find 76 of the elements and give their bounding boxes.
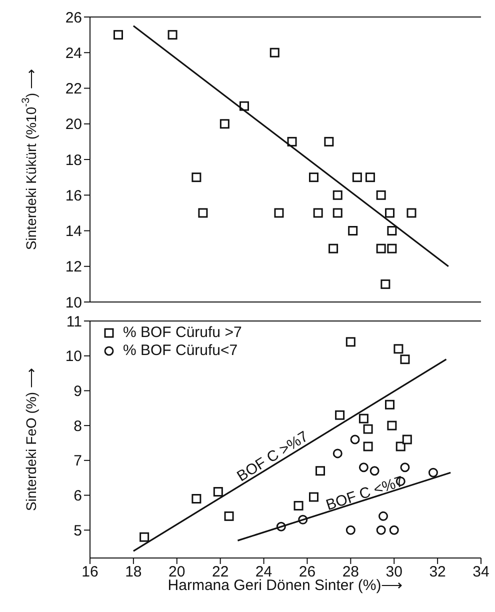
point [350, 434, 360, 444]
x-tick-label: 18 [125, 564, 142, 581]
legend-label: % BOF Cürufu >7 [123, 324, 242, 341]
y-tick-label: 24 [65, 44, 82, 62]
y-tick-label: 11 [66, 313, 82, 330]
y-tick-label: 22 [65, 80, 82, 98]
y-tick-label: 9 [74, 383, 82, 400]
point [308, 172, 318, 182]
y-axis-title: Sinterdeki FeO (%) ⟶ [22, 368, 39, 511]
point [324, 136, 334, 146]
point [224, 511, 234, 521]
y-tick-label: 5 [74, 522, 82, 540]
point [385, 400, 395, 410]
point [352, 172, 362, 182]
point [313, 208, 323, 218]
point [316, 466, 326, 476]
point [363, 442, 373, 452]
point [332, 208, 342, 218]
point [358, 414, 368, 424]
point [140, 532, 150, 542]
point [348, 226, 358, 236]
y-tick-label: 12 [65, 258, 82, 276]
point [406, 208, 416, 218]
point [213, 487, 223, 497]
point [387, 420, 397, 430]
point [376, 244, 386, 254]
point [376, 525, 386, 535]
x-tick-label: 34 [472, 564, 490, 581]
point [376, 190, 386, 200]
point [365, 172, 375, 182]
point [402, 434, 412, 444]
point [308, 492, 318, 502]
point [332, 190, 342, 200]
x-tick-label: 32 [429, 564, 446, 581]
point [328, 244, 338, 254]
point [385, 208, 395, 218]
point [370, 466, 380, 476]
y-tick-label: 20 [65, 116, 82, 134]
point [387, 244, 397, 254]
y-tick-label: 18 [65, 152, 82, 169]
point [192, 494, 202, 504]
point [400, 462, 410, 472]
annotation: BOF C <%7 [324, 473, 406, 514]
point [168, 30, 178, 40]
y-tick-label: 7 [74, 452, 82, 470]
point [387, 226, 397, 236]
point [380, 279, 390, 289]
point [363, 424, 373, 434]
point [332, 448, 342, 458]
y-tick-label: 10 [65, 348, 82, 366]
point [274, 208, 284, 218]
point [346, 337, 356, 347]
point [346, 525, 356, 535]
point [378, 511, 388, 521]
point [394, 344, 404, 354]
point [192, 172, 202, 182]
y-tick-label: 26 [65, 9, 82, 26]
point [335, 410, 345, 420]
y-tick-label: 6 [74, 488, 82, 505]
point [113, 30, 123, 40]
point [396, 442, 406, 452]
point [198, 208, 208, 218]
y-tick-label: 14 [65, 223, 82, 240]
point [389, 525, 399, 535]
point [220, 119, 230, 129]
y-tick-label: 16 [65, 187, 82, 204]
annotation: BOF C >%7 [234, 428, 312, 486]
point [294, 500, 304, 510]
point [358, 462, 368, 472]
point [270, 48, 280, 58]
point [400, 354, 410, 364]
point [287, 136, 297, 146]
point [428, 468, 438, 478]
y-tick-label: 8 [74, 418, 82, 435]
legend-label: % BOF Cürufu<7 [123, 342, 238, 359]
y-tick-label: 10 [65, 294, 82, 312]
